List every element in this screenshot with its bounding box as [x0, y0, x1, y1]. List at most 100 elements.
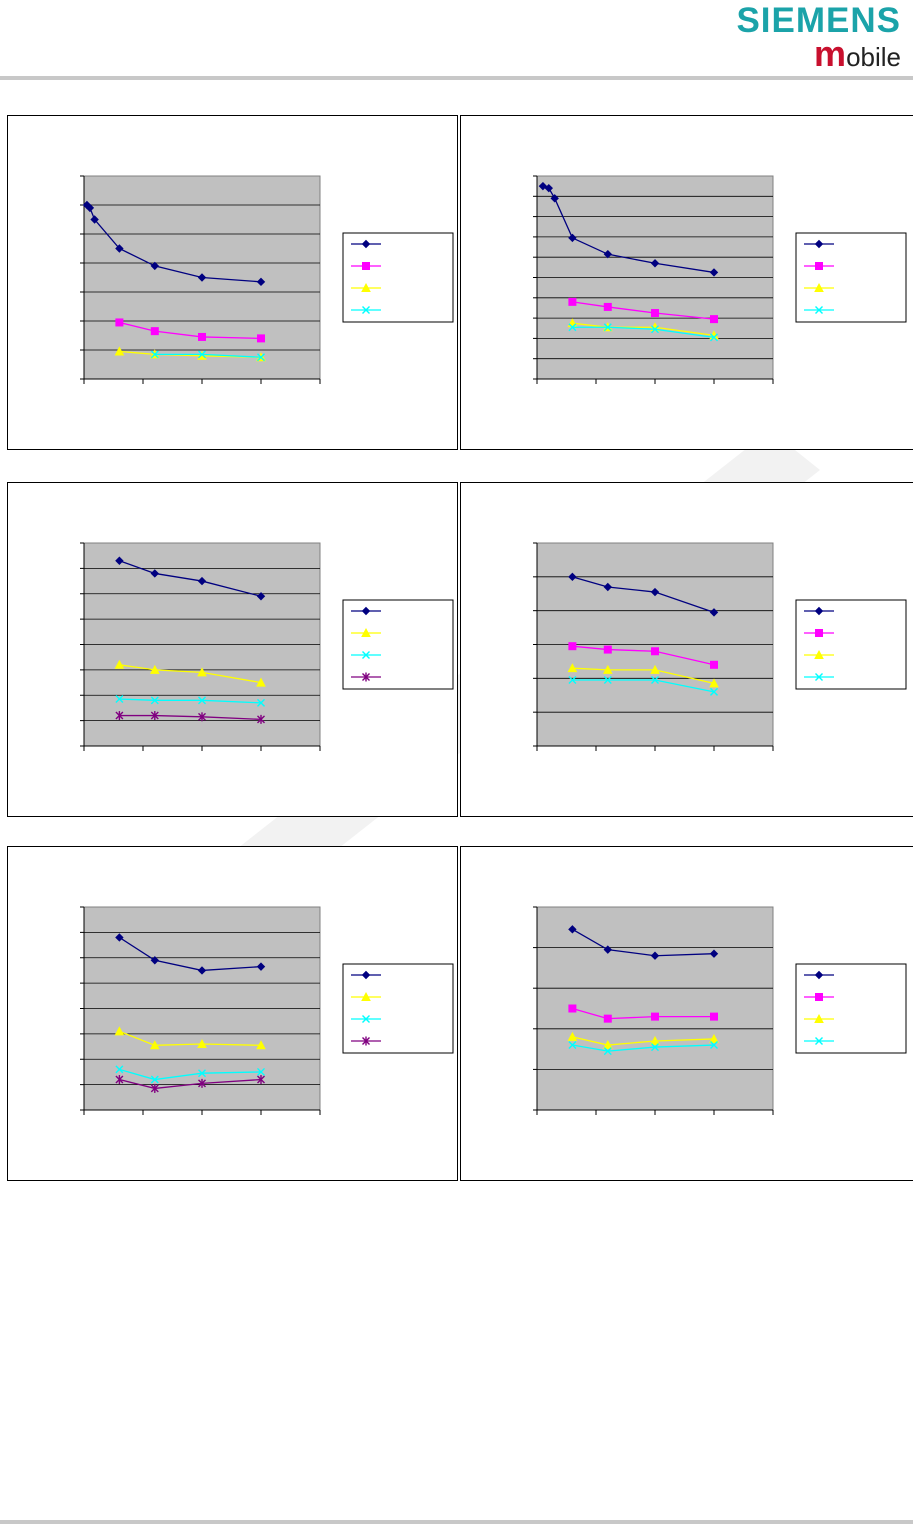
legend-entry: [351, 606, 381, 616]
data-point: [650, 587, 660, 597]
legend-entry: [351, 306, 381, 314]
legend-box: [795, 232, 907, 323]
data-point: [149, 1040, 160, 1050]
series-2-points: [568, 297, 718, 324]
series-3-line: [119, 1068, 262, 1081]
data-point: [150, 350, 159, 359]
data-point: [650, 259, 660, 268]
chart-4: [460, 482, 913, 817]
legend-entry: [351, 239, 381, 249]
data-point: [90, 215, 99, 224]
chart-2-svg: [533, 175, 907, 384]
series-2-line: [572, 1007, 714, 1020]
legend-box: [795, 599, 907, 690]
legend-entry: [804, 282, 834, 292]
data-point: [150, 261, 160, 271]
data-point: [150, 569, 160, 578]
legend-marker: [814, 282, 824, 292]
legend-entry: [351, 991, 381, 1001]
data-point: [650, 1035, 660, 1045]
data-point: [603, 645, 612, 654]
data-point: [567, 663, 578, 673]
data-point: [256, 277, 266, 287]
series-4-points: [568, 676, 718, 696]
data-point: [114, 1026, 125, 1036]
series-1-line: [572, 576, 715, 613]
data-point: [603, 323, 612, 332]
chart-1: [7, 115, 458, 450]
data-point: [85, 203, 95, 213]
logo-sub-initial: m: [814, 33, 847, 74]
legend: [795, 232, 907, 323]
legend-entry: [804, 629, 834, 637]
chart-6-svg: [533, 906, 907, 1115]
series-4-line: [572, 1044, 715, 1052]
series-4-line: [572, 326, 715, 339]
data-point: [710, 660, 718, 669]
legend-marker: [815, 673, 823, 681]
series-4-line: [119, 714, 262, 721]
data-point: [568, 323, 577, 332]
chart-4-svg: [533, 542, 907, 751]
legend-marker: [361, 970, 371, 980]
legend-marker: [814, 606, 824, 616]
data-point: [710, 687, 718, 696]
data-point: [150, 327, 159, 336]
data-point: [603, 676, 612, 685]
series-3-line: [119, 698, 262, 704]
series-4-points: [115, 1075, 265, 1093]
data-point: [115, 695, 124, 704]
data-point: [150, 956, 160, 965]
data-point: [149, 664, 160, 674]
series-4-points: [568, 323, 718, 342]
footer-rule: [0, 1520, 913, 1524]
legend-marker: [815, 993, 823, 1001]
legend-marker: [362, 651, 370, 659]
series-3-points: [115, 695, 265, 707]
legend-entry: [804, 606, 834, 616]
legend-marker: [362, 1015, 370, 1023]
series-2-points: [114, 659, 266, 687]
legend-entry: [351, 672, 381, 682]
legend-entry: [351, 651, 381, 659]
data-point: [114, 346, 125, 356]
series-3-points: [115, 1065, 265, 1084]
legend-entry: [804, 673, 834, 681]
series-3-line: [572, 667, 715, 685]
legend-marker: [362, 306, 370, 314]
data-point: [115, 1075, 124, 1085]
legend-box: [795, 963, 907, 1054]
data-point: [197, 667, 207, 677]
data-point: [709, 268, 719, 277]
chart-3-svg: [80, 542, 454, 751]
legend-box: [342, 963, 454, 1054]
data-point: [651, 676, 659, 685]
data-point: [709, 949, 719, 958]
series-2-points: [115, 318, 265, 343]
series-1-line: [572, 928, 715, 957]
data-point: [650, 664, 660, 674]
data-point: [115, 711, 124, 721]
series-1-points: [115, 933, 266, 975]
data-point: [603, 249, 613, 259]
data-point: [257, 698, 265, 707]
data-point: [651, 325, 659, 334]
legend-entry: [804, 970, 834, 980]
data-point: [603, 1047, 612, 1056]
series-3-points: [567, 663, 719, 688]
data-point: [150, 1075, 159, 1084]
data-point: [709, 678, 719, 688]
legend-marker: [362, 1036, 370, 1046]
data-point: [256, 677, 266, 687]
data-point: [115, 1065, 124, 1074]
series-1-points: [82, 200, 266, 287]
data-point: [603, 302, 612, 311]
legend-box: [342, 232, 454, 323]
series-4-points: [115, 711, 265, 724]
series-1-points: [115, 556, 266, 601]
chart-3: [7, 482, 458, 817]
data-point: [115, 318, 124, 327]
data-point: [568, 572, 577, 582]
data-point: [709, 608, 719, 617]
series-3-points: [567, 1031, 719, 1050]
